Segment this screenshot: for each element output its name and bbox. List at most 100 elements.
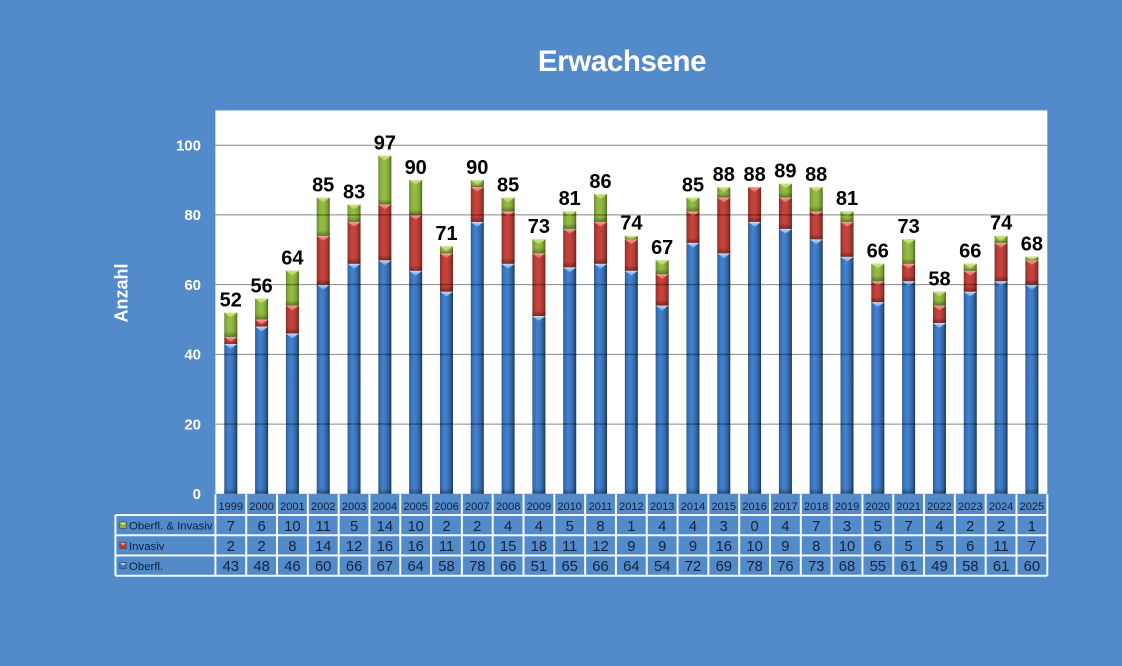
svg-text:100: 100: [176, 138, 201, 155]
svg-text:2: 2: [227, 539, 235, 555]
svg-text:9: 9: [781, 539, 789, 555]
svg-text:9: 9: [689, 539, 697, 555]
svg-text:Oberfl. & Invasiv: Oberfl. & Invasiv: [129, 521, 213, 533]
svg-text:85: 85: [682, 174, 704, 196]
svg-text:2004: 2004: [373, 501, 397, 513]
svg-text:74: 74: [620, 213, 643, 235]
svg-text:2: 2: [442, 519, 450, 535]
svg-text:43: 43: [223, 559, 239, 575]
svg-text:46: 46: [284, 559, 300, 575]
svg-text:10: 10: [284, 519, 300, 535]
svg-text:2021: 2021: [896, 501, 920, 513]
svg-text:61: 61: [993, 559, 1009, 575]
svg-text:85: 85: [312, 174, 334, 196]
svg-text:86: 86: [589, 171, 611, 193]
svg-text:11: 11: [316, 519, 331, 535]
svg-text:2011: 2011: [589, 501, 613, 513]
svg-text:8: 8: [596, 519, 604, 535]
svg-text:11: 11: [439, 539, 454, 555]
svg-text:2008: 2008: [496, 501, 520, 513]
svg-text:54: 54: [654, 559, 670, 575]
svg-text:10: 10: [746, 539, 762, 555]
svg-text:73: 73: [808, 559, 824, 575]
svg-text:4: 4: [689, 519, 697, 535]
svg-text:58: 58: [438, 559, 454, 575]
svg-text:2015: 2015: [712, 501, 736, 513]
svg-text:71: 71: [435, 223, 457, 245]
svg-text:14: 14: [315, 539, 331, 555]
svg-text:4: 4: [935, 519, 943, 535]
svg-text:2019: 2019: [835, 501, 859, 513]
svg-text:4: 4: [658, 519, 666, 535]
svg-text:2007: 2007: [465, 501, 489, 513]
svg-text:3: 3: [720, 519, 728, 535]
svg-text:3: 3: [843, 519, 851, 535]
svg-text:5: 5: [904, 539, 912, 555]
svg-text:10: 10: [469, 539, 485, 555]
svg-text:20: 20: [184, 416, 201, 433]
svg-text:68: 68: [839, 559, 855, 575]
svg-text:58: 58: [962, 559, 978, 575]
svg-text:7: 7: [227, 519, 235, 535]
svg-text:16: 16: [377, 539, 393, 555]
svg-text:69: 69: [716, 559, 732, 575]
svg-text:40: 40: [184, 347, 201, 364]
svg-text:12: 12: [592, 539, 608, 555]
svg-text:9: 9: [627, 539, 635, 555]
svg-text:2: 2: [966, 519, 974, 535]
svg-text:5: 5: [935, 539, 943, 555]
svg-text:1: 1: [627, 519, 635, 535]
svg-text:66: 66: [592, 559, 608, 575]
svg-text:64: 64: [281, 248, 304, 270]
svg-text:14: 14: [377, 519, 393, 535]
svg-text:2024: 2024: [989, 501, 1013, 513]
svg-text:74: 74: [990, 213, 1013, 235]
svg-text:2013: 2013: [650, 501, 674, 513]
svg-text:6: 6: [966, 539, 974, 555]
svg-text:65: 65: [561, 559, 577, 575]
svg-text:2: 2: [257, 539, 265, 555]
svg-text:0: 0: [750, 519, 758, 535]
svg-text:2005: 2005: [403, 501, 427, 513]
svg-text:7: 7: [812, 519, 820, 535]
svg-text:15: 15: [500, 539, 516, 555]
svg-text:12: 12: [346, 539, 362, 555]
svg-text:2016: 2016: [742, 501, 766, 513]
svg-text:16: 16: [407, 539, 423, 555]
svg-text:2006: 2006: [434, 501, 458, 513]
svg-text:88: 88: [743, 164, 765, 186]
svg-text:4: 4: [504, 519, 512, 535]
svg-text:49: 49: [931, 559, 947, 575]
svg-text:5: 5: [874, 519, 882, 535]
svg-text:90: 90: [405, 157, 427, 179]
svg-text:66: 66: [346, 559, 362, 575]
svg-text:2: 2: [473, 519, 481, 535]
svg-text:1: 1: [1028, 519, 1036, 535]
svg-text:8: 8: [288, 539, 296, 555]
svg-text:4: 4: [535, 519, 543, 535]
svg-text:0: 0: [193, 486, 201, 503]
svg-text:52: 52: [220, 289, 242, 311]
svg-text:67: 67: [377, 559, 393, 575]
svg-text:73: 73: [897, 216, 919, 238]
svg-text:73: 73: [528, 216, 550, 238]
svg-text:51: 51: [531, 559, 547, 575]
svg-text:10: 10: [407, 519, 423, 535]
svg-text:2018: 2018: [804, 501, 828, 513]
svg-text:90: 90: [466, 157, 488, 179]
svg-text:Anzahl: Anzahl: [112, 263, 132, 322]
svg-text:80: 80: [184, 207, 201, 224]
svg-text:Erwachsene: Erwachsene: [538, 45, 706, 78]
svg-text:4: 4: [781, 519, 789, 535]
svg-text:6: 6: [257, 519, 265, 535]
svg-text:48: 48: [253, 559, 269, 575]
svg-text:7: 7: [904, 519, 912, 535]
svg-text:16: 16: [716, 539, 732, 555]
svg-text:7: 7: [1028, 539, 1036, 555]
svg-text:2009: 2009: [527, 501, 551, 513]
svg-text:88: 88: [805, 164, 827, 186]
svg-text:58: 58: [928, 268, 950, 290]
svg-text:6: 6: [874, 539, 882, 555]
svg-text:60: 60: [184, 277, 201, 294]
svg-text:2: 2: [997, 519, 1005, 535]
